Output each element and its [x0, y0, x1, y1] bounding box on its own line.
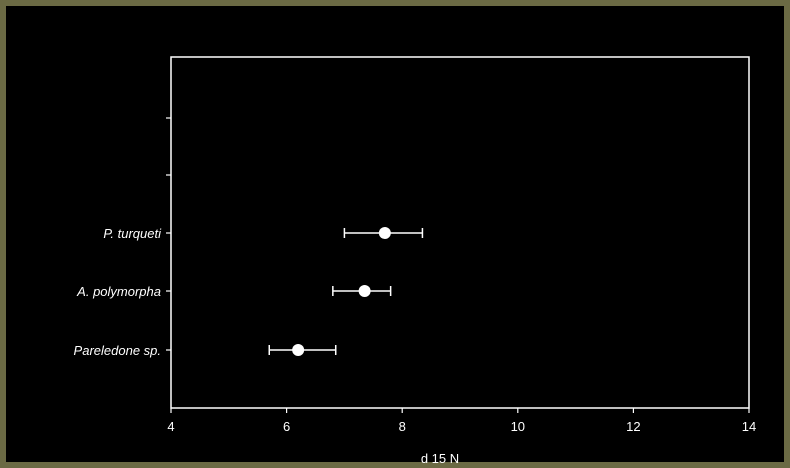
- data-point: [378, 227, 391, 239]
- x-axis-tick-labels: 4 6 8 10 12 14: [167, 419, 756, 434]
- plot-area: [170, 56, 750, 409]
- category-labels: P. turqueti A. polymorpha Pareledone sp.: [74, 226, 163, 358]
- category-label: A. polymorpha: [76, 284, 161, 299]
- error-bars: [268, 228, 424, 355]
- x-tick-label: 12: [626, 419, 640, 434]
- x-tick-label: 14: [742, 419, 756, 434]
- category-label: Pareledone sp.: [74, 343, 161, 358]
- x-tick-label: 4: [167, 419, 174, 434]
- data-point: [292, 344, 305, 356]
- data-points: [292, 227, 391, 356]
- x-axis-ticks: [170, 408, 750, 413]
- x-tick-label: 8: [399, 419, 406, 434]
- x-tick-label: 10: [511, 419, 525, 434]
- category-label: P. turqueti: [103, 226, 162, 241]
- x-axis-title: d 15 N: [421, 451, 459, 466]
- x-tick-label: 6: [283, 419, 290, 434]
- data-point: [358, 285, 371, 297]
- y-axis-ticks: [166, 117, 171, 351]
